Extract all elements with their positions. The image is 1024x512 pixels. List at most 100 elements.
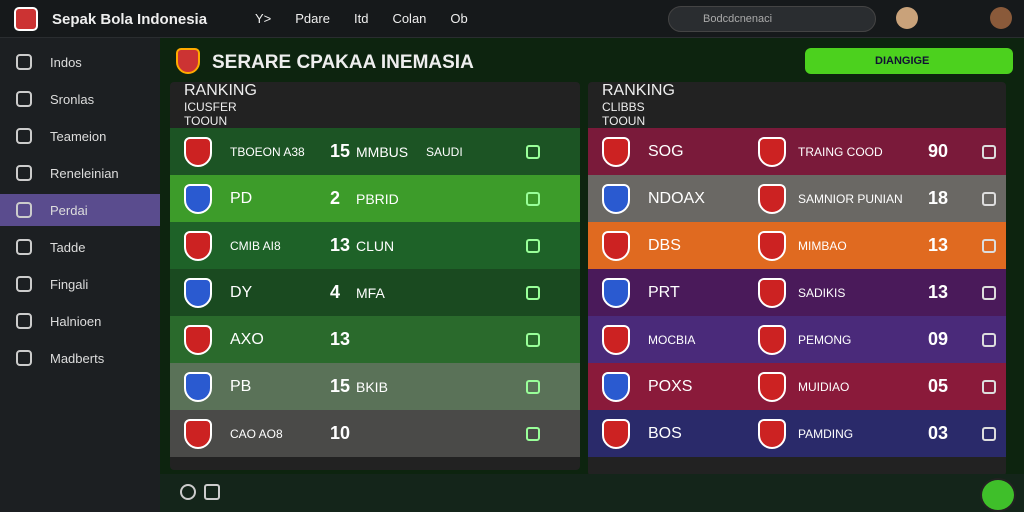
- team-badge: [184, 230, 212, 261]
- avatar[interactable]: [990, 7, 1012, 29]
- team-badge: [184, 418, 212, 449]
- icon[interactable]: [526, 379, 540, 394]
- team-badge: [758, 230, 786, 261]
- team-badge: [184, 183, 212, 214]
- score: 15: [330, 141, 351, 161]
- team-detail: MIMBAO: [798, 238, 847, 253]
- table-row[interactable]: POXS MUIDIAO 05: [588, 363, 1006, 410]
- icon[interactable]: [982, 144, 996, 159]
- bottom-bar: [160, 474, 1024, 512]
- table-row[interactable]: PB 15 BKIB: [170, 363, 580, 410]
- team-badge: [184, 371, 212, 402]
- icon[interactable]: [180, 484, 196, 500]
- nav-item[interactable]: Itd: [353, 11, 369, 26]
- icon: [16, 350, 32, 366]
- sidebar-item[interactable]: Madberts: [0, 342, 160, 374]
- right-panel: RANKING CLIBBS TOOUN SOG TRAING COOD 90 NDOAX S…: [588, 82, 1006, 476]
- icon[interactable]: [982, 238, 996, 253]
- sidebar-label: Perdai: [50, 202, 88, 218]
- icon[interactable]: [982, 426, 996, 441]
- panel-title: RANKING: [602, 82, 675, 99]
- team-name: PB: [230, 377, 252, 395]
- table-row[interactable]: MOCBIA PEMONG 09: [588, 316, 1006, 363]
- score: 09: [928, 329, 949, 349]
- nav-item[interactable]: Pdare: [295, 11, 330, 26]
- icon[interactable]: [526, 144, 540, 159]
- icon[interactable]: [526, 191, 540, 206]
- team-detail: SAMNIOR PUNIAN: [798, 191, 903, 206]
- table-row[interactable]: CAO AO8 10: [170, 410, 580, 457]
- table-row[interactable]: PD 2 PBRID: [170, 175, 580, 222]
- club-label: BKIB: [356, 378, 388, 395]
- team-name: DY: [230, 283, 253, 301]
- sidebar-item[interactable]: Perdai: [0, 194, 160, 226]
- icon[interactable]: [982, 191, 996, 206]
- table-row[interactable]: TBOEON A38 15 MMBUS SAUDI: [170, 128, 580, 175]
- table-row[interactable]: NDOAX SAMNIOR PUNIAN 18: [588, 175, 1006, 222]
- sidebar-item[interactable]: Indos: [0, 46, 160, 78]
- team-name: NDOAX: [648, 189, 705, 207]
- score: 2: [330, 188, 341, 208]
- icon[interactable]: [982, 285, 996, 300]
- score: 13: [330, 235, 351, 255]
- left-panel: RANKING ICUSFER TOOUN TBOEON A38 15 MMBUS SAUD…: [170, 82, 580, 470]
- nav: Y> Pdare Itd Colan Ob: [255, 11, 468, 26]
- panel-header: RANKING CLIBBS TOOUN: [588, 82, 1006, 128]
- table-row[interactable]: PRT SADIKIS 13: [588, 269, 1006, 316]
- sidebar-item[interactable]: Tadde: [0, 231, 160, 263]
- score: 03: [928, 423, 949, 443]
- icon[interactable]: [526, 285, 540, 300]
- sidebar-item[interactable]: Teameion: [0, 120, 160, 152]
- search-box[interactable]: Bodcdcnenaci: [668, 6, 876, 32]
- top-bar: Sepak Bola Indonesia Y> Pdare Itd Colan Ob B…: [0, 0, 1024, 38]
- icon[interactable]: [526, 426, 540, 441]
- team-name: BOS: [648, 424, 682, 442]
- sidebar-label: Sronlas: [50, 91, 95, 107]
- icon: [16, 202, 32, 218]
- nav-item[interactable]: Colan: [392, 11, 427, 26]
- icon: [16, 313, 32, 329]
- team-detail: PAMDING: [798, 426, 854, 441]
- table-row[interactable]: BOS PAMDING 03: [588, 410, 1006, 457]
- team-name: DBS: [648, 236, 681, 254]
- club-label: MFA: [356, 284, 385, 301]
- team-badge: [602, 324, 630, 355]
- icon[interactable]: [526, 332, 540, 347]
- app-title[interactable]: Sepak Bola Indonesia: [52, 11, 208, 28]
- team-badge: [602, 136, 630, 167]
- score: 90: [928, 141, 949, 161]
- team-detail: TRAING COOD: [798, 144, 883, 159]
- action-button[interactable]: DIANGIGE: [805, 48, 1013, 74]
- sidebar-label: Tadde: [50, 239, 86, 255]
- icon[interactable]: [982, 332, 996, 347]
- team-detail: PEMONG: [798, 332, 852, 347]
- nav-item[interactable]: Ob: [450, 11, 468, 26]
- team-badge: [602, 230, 630, 261]
- table-row[interactable]: SOG TRAING COOD 90: [588, 128, 1006, 175]
- team-name: MOCBIA: [648, 332, 696, 347]
- icon[interactable]: [204, 484, 220, 500]
- team-badge: [758, 183, 786, 214]
- avatar[interactable]: [896, 7, 918, 29]
- icon: [16, 91, 32, 107]
- score: 13: [928, 282, 949, 302]
- team-badge: [602, 371, 630, 402]
- table-row[interactable]: DBS MIMBAO 13: [588, 222, 1006, 269]
- table-row[interactable]: CMIB AI8 13 CLUN: [170, 222, 580, 269]
- sidebar-item[interactable]: Halnioen: [0, 305, 160, 337]
- confirm-button[interactable]: [980, 478, 1016, 512]
- sidebar-label: Fingali: [50, 276, 89, 292]
- table-row[interactable]: DY 4 MFA: [170, 269, 580, 316]
- table-row[interactable]: AXO 13: [170, 316, 580, 363]
- sidebar-item[interactable]: Sronlas: [0, 83, 160, 115]
- team-badge: [602, 277, 630, 308]
- icon: [16, 165, 32, 181]
- panel-header: RANKING ICUSFER TOOUN: [170, 82, 580, 128]
- sidebar-item[interactable]: Reneleinian: [0, 157, 160, 189]
- sidebar-item[interactable]: Fingali: [0, 268, 160, 300]
- icon[interactable]: [526, 238, 540, 253]
- nav-item[interactable]: Y>: [255, 11, 272, 26]
- icon[interactable]: [982, 379, 996, 394]
- score: 4: [330, 282, 341, 302]
- team-badge: [758, 371, 786, 402]
